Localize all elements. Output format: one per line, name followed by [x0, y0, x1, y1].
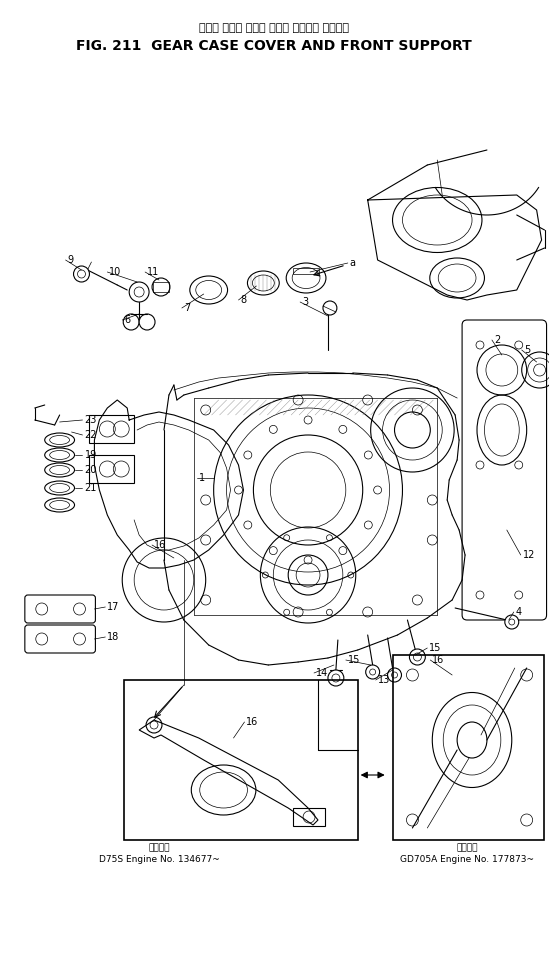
Circle shape — [152, 278, 170, 296]
Bar — [89, 455, 134, 483]
Text: 16: 16 — [154, 540, 166, 550]
Text: 適用号機: 適用号機 — [148, 844, 170, 852]
Text: a: a — [350, 258, 356, 268]
Text: 15: 15 — [348, 655, 360, 665]
Text: FIG. 211  GEAR CASE COVER AND FRONT SUPPORT: FIG. 211 GEAR CASE COVER AND FRONT SUPPO… — [76, 39, 472, 53]
Bar — [124, 680, 358, 840]
Circle shape — [366, 665, 380, 679]
Text: 17: 17 — [107, 602, 120, 612]
Text: 2: 2 — [494, 335, 500, 345]
Text: 9: 9 — [67, 255, 74, 265]
Text: 15: 15 — [429, 643, 442, 653]
Text: ギヤー ケース カバー および フロント サポート: ギヤー ケース カバー および フロント サポート — [199, 23, 349, 33]
Text: 19: 19 — [84, 450, 97, 460]
Text: 23: 23 — [84, 415, 97, 425]
Text: GD705A Engine No. 177873~: GD705A Engine No. 177873~ — [400, 855, 534, 864]
Text: 6: 6 — [124, 315, 130, 325]
Text: 13: 13 — [378, 675, 390, 685]
Text: D75S Engine No. 134677~: D75S Engine No. 134677~ — [99, 855, 219, 864]
Circle shape — [328, 670, 344, 686]
Text: 12: 12 — [523, 550, 535, 560]
Text: 1: 1 — [199, 473, 205, 483]
Circle shape — [139, 314, 155, 330]
Bar — [293, 808, 325, 826]
Text: 20: 20 — [84, 465, 97, 475]
Text: 10: 10 — [109, 267, 121, 277]
Circle shape — [73, 266, 89, 282]
Bar — [392, 655, 544, 840]
Text: 18: 18 — [107, 632, 120, 642]
Text: 21: 21 — [84, 483, 97, 493]
Text: 16: 16 — [246, 717, 259, 727]
Text: 5: 5 — [524, 345, 530, 355]
Bar — [293, 268, 319, 274]
Circle shape — [323, 301, 337, 315]
Text: 14: 14 — [316, 668, 328, 678]
Text: 適用号機: 適用号機 — [457, 844, 478, 852]
Text: 22: 22 — [84, 430, 97, 440]
Bar — [89, 415, 134, 443]
Circle shape — [123, 314, 139, 330]
Circle shape — [505, 615, 519, 629]
Circle shape — [388, 668, 401, 682]
Text: 3: 3 — [302, 297, 308, 307]
Text: 4: 4 — [516, 607, 522, 617]
Text: 16: 16 — [432, 655, 444, 665]
Text: 7: 7 — [184, 303, 190, 313]
Text: 11: 11 — [147, 267, 160, 277]
Circle shape — [410, 649, 426, 665]
Bar — [153, 282, 169, 292]
Text: 8: 8 — [241, 295, 247, 305]
